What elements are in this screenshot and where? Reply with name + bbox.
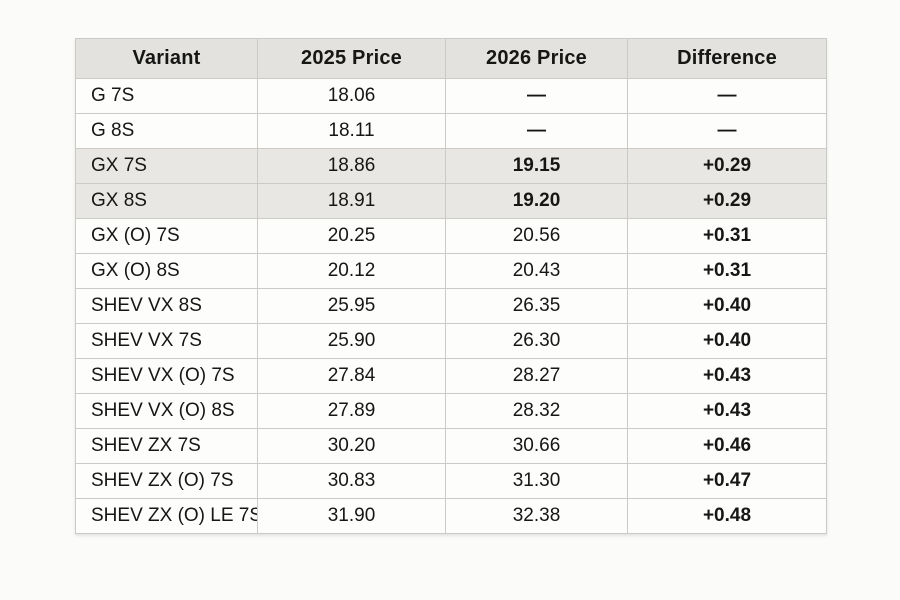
variant-cell: SHEV VX (O) 8S [75, 393, 258, 429]
difference-cell: — [627, 78, 827, 114]
price-2026-cell: 31.30 [445, 463, 628, 499]
table-body: G 7S 18.06 — — G 8S 18.11 — — GX 7S 18.8… [75, 78, 827, 534]
price-comparison-table: Variant 2025 Price 2026 Price Difference… [75, 38, 827, 534]
column-header-difference: Difference [627, 38, 827, 79]
difference-cell: +0.48 [627, 498, 827, 534]
variant-cell: G 8S [75, 113, 258, 149]
variant-cell: SHEV VX (O) 7S [75, 358, 258, 394]
variant-cell: SHEV VX 7S [75, 323, 258, 359]
difference-cell: +0.46 [627, 428, 827, 464]
table-row: SHEV VX (O) 7S 27.84 28.27 +0.43 [75, 358, 827, 394]
price-2025-cell: 31.90 [257, 498, 446, 534]
difference-cell: +0.40 [627, 323, 827, 359]
price-2025-cell: 25.95 [257, 288, 446, 324]
variant-cell: GX (O) 8S [75, 253, 258, 289]
variant-cell: GX (O) 7S [75, 218, 258, 254]
variant-cell: SHEV ZX (O) 7S [75, 463, 258, 499]
table-row: G 8S 18.11 — — [75, 113, 827, 149]
price-2025-cell: 18.86 [257, 148, 446, 184]
price-2025-cell: 18.06 [257, 78, 446, 114]
difference-cell: +0.31 [627, 218, 827, 254]
table-row: SHEV ZX (O) LE 7S 31.90 32.38 +0.48 [75, 498, 827, 534]
column-header-2025-price: 2025 Price [257, 38, 446, 79]
price-2025-cell: 18.91 [257, 183, 446, 219]
price-2026-cell: 19.20 [445, 183, 628, 219]
table-row: GX (O) 8S 20.12 20.43 +0.31 [75, 253, 827, 289]
table-row: SHEV VX 7S 25.90 26.30 +0.40 [75, 323, 827, 359]
price-2025-cell: 30.20 [257, 428, 446, 464]
table-row: GX (O) 7S 20.25 20.56 +0.31 [75, 218, 827, 254]
price-2026-cell: — [445, 78, 628, 114]
table-header-row: Variant 2025 Price 2026 Price Difference [75, 38, 827, 79]
price-2025-cell: 20.25 [257, 218, 446, 254]
difference-cell: +0.29 [627, 183, 827, 219]
price-2025-cell: 20.12 [257, 253, 446, 289]
table-row: GX 8S 18.91 19.20 +0.29 [75, 183, 827, 219]
variant-cell: GX 7S [75, 148, 258, 184]
table-row: G 7S 18.06 — — [75, 78, 827, 114]
price-2026-cell: 19.15 [445, 148, 628, 184]
difference-cell: +0.29 [627, 148, 827, 184]
table-row: SHEV VX (O) 8S 27.89 28.32 +0.43 [75, 393, 827, 429]
variant-cell: SHEV ZX (O) LE 7S [75, 498, 258, 534]
variant-cell: SHEV VX 8S [75, 288, 258, 324]
variant-cell: G 7S [75, 78, 258, 114]
column-header-variant: Variant [75, 38, 258, 79]
table-row: GX 7S 18.86 19.15 +0.29 [75, 148, 827, 184]
difference-cell: +0.40 [627, 288, 827, 324]
price-2026-cell: 28.32 [445, 393, 628, 429]
price-2026-cell: 20.43 [445, 253, 628, 289]
price-2025-cell: 18.11 [257, 113, 446, 149]
difference-cell: +0.43 [627, 393, 827, 429]
variant-cell: GX 8S [75, 183, 258, 219]
price-2026-cell: 28.27 [445, 358, 628, 394]
price-2026-cell: — [445, 113, 628, 149]
price-2026-cell: 20.56 [445, 218, 628, 254]
price-2025-cell: 27.89 [257, 393, 446, 429]
difference-cell: — [627, 113, 827, 149]
price-2026-cell: 30.66 [445, 428, 628, 464]
column-header-2026-price: 2026 Price [445, 38, 628, 79]
price-2026-cell: 26.30 [445, 323, 628, 359]
difference-cell: +0.47 [627, 463, 827, 499]
table-row: SHEV ZX 7S 30.20 30.66 +0.46 [75, 428, 827, 464]
price-2026-cell: 32.38 [445, 498, 628, 534]
price-2025-cell: 25.90 [257, 323, 446, 359]
price-2026-cell: 26.35 [445, 288, 628, 324]
price-2025-cell: 30.83 [257, 463, 446, 499]
difference-cell: +0.43 [627, 358, 827, 394]
table-row: SHEV ZX (O) 7S 30.83 31.30 +0.47 [75, 463, 827, 499]
variant-cell: SHEV ZX 7S [75, 428, 258, 464]
price-2025-cell: 27.84 [257, 358, 446, 394]
difference-cell: +0.31 [627, 253, 827, 289]
table-row: SHEV VX 8S 25.95 26.35 +0.40 [75, 288, 827, 324]
